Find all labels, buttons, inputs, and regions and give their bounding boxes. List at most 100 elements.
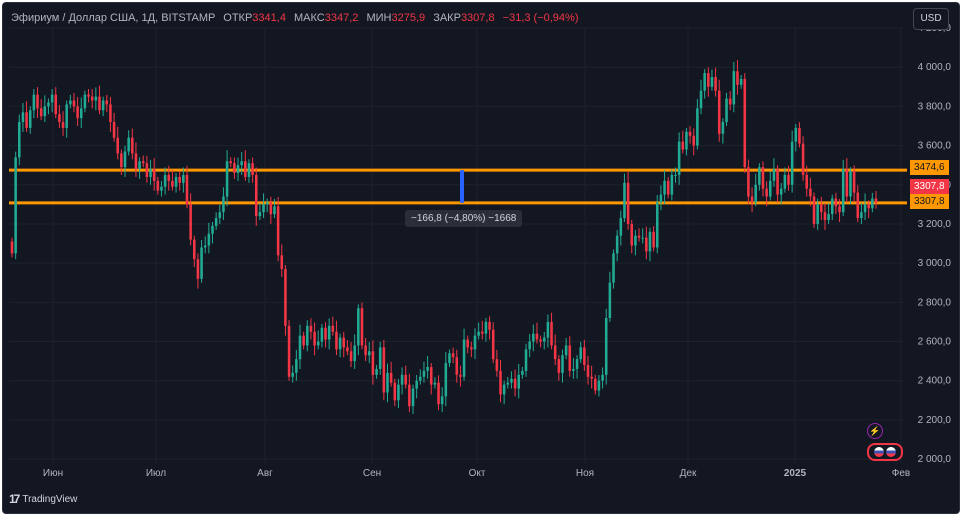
candle-body <box>564 345 568 356</box>
candle-body <box>389 372 393 383</box>
candle-body <box>50 94 54 103</box>
candle-body <box>619 218 623 236</box>
candle-body <box>743 78 747 168</box>
candle-body <box>65 104 68 128</box>
candle-body <box>120 153 123 168</box>
candle-body <box>131 137 134 154</box>
candle-body <box>783 174 787 189</box>
candle-body <box>510 378 513 383</box>
candle-body <box>707 73 710 87</box>
candle-body <box>801 143 805 175</box>
tradingview-logo[interactable]: 17 TradingView <box>9 492 77 506</box>
tv-logo-icon: 17 <box>9 492 20 506</box>
candle-body <box>14 157 17 254</box>
candle-body <box>295 359 298 373</box>
candle-body <box>94 96 98 101</box>
x-axis-label: Окт <box>469 468 486 479</box>
candle-body <box>54 94 58 115</box>
candle-body <box>572 368 575 371</box>
candle-body <box>189 204 192 240</box>
candle-body <box>747 167 750 197</box>
candle-body <box>732 71 736 105</box>
candle-body <box>83 94 87 109</box>
candle-body <box>845 169 849 197</box>
candle-body <box>466 339 469 348</box>
candle-body <box>615 235 619 254</box>
candle-body <box>371 351 375 375</box>
candle-body <box>542 337 546 342</box>
x-axis-label: 2025 <box>784 468 807 479</box>
candle-body <box>211 225 214 234</box>
candle-body <box>327 325 331 340</box>
candle-body <box>105 100 109 105</box>
candle-body <box>688 131 692 136</box>
upper-level-badge: 3474,6 <box>910 160 949 175</box>
candle-body <box>287 325 291 377</box>
y-tick-label: 2 000,0 <box>918 454 952 465</box>
candle-body <box>247 163 251 177</box>
candle-body <box>152 169 156 181</box>
y-tick-label: 3 000,0 <box>918 258 952 269</box>
candle-body <box>313 331 316 346</box>
candle-body <box>502 384 506 395</box>
candle-body <box>623 182 626 219</box>
y-tick-label: 2 800,0 <box>918 297 952 308</box>
candle-body <box>597 380 601 391</box>
candle-body <box>149 169 152 177</box>
candle-body <box>174 176 178 187</box>
candle-body <box>805 174 809 189</box>
candle-body <box>823 212 827 221</box>
candle-body <box>703 73 706 91</box>
lightning-icon[interactable]: ⚡ <box>867 423 883 439</box>
candle-body <box>61 122 65 128</box>
candle-body <box>772 169 776 181</box>
candle-body <box>214 218 218 226</box>
candle-body <box>448 353 451 364</box>
y-tick-label: 2 200,0 <box>918 415 952 426</box>
candle-body <box>193 239 196 260</box>
candle-body <box>820 204 823 213</box>
candle-body <box>156 180 160 191</box>
candle-body <box>863 204 867 213</box>
candle-body <box>360 308 364 346</box>
candle-body <box>338 337 342 350</box>
candle-body <box>203 245 207 248</box>
x-axis-label: Ноя <box>576 468 594 479</box>
candle-body <box>112 122 116 138</box>
candle-body <box>39 108 43 117</box>
symbol-title[interactable]: Эфириум / Доллар США, 1Д, BITSTAMP <box>11 12 216 24</box>
candle-body <box>218 212 222 219</box>
x-axis-label: Дек <box>680 468 697 479</box>
candle-body <box>459 374 462 377</box>
candle-body <box>167 174 171 181</box>
close-value: 3307,8 <box>460 12 495 24</box>
candle-body <box>69 100 72 105</box>
candle-body <box>612 253 615 283</box>
candle-body <box>225 161 229 197</box>
events-icon[interactable] <box>867 443 903 461</box>
candle-body <box>429 366 433 385</box>
candle-body <box>838 206 841 213</box>
candle-body <box>736 71 739 85</box>
candle-body <box>575 359 579 369</box>
candle-body <box>470 347 473 350</box>
candle-body <box>521 370 524 375</box>
candle-body <box>546 321 550 338</box>
candle-body <box>116 137 119 154</box>
candle-body <box>860 212 863 219</box>
candle-body <box>101 100 105 111</box>
candle-body <box>244 161 247 177</box>
candle-body <box>696 108 699 146</box>
candle-body <box>236 165 240 173</box>
candle-body <box>841 169 845 213</box>
candle-body <box>433 382 437 385</box>
candle-body <box>163 174 167 187</box>
y-tick-label: 2 400,0 <box>918 376 952 387</box>
price-chart[interactable]: 4 200,04 000,03 800,03 600,03 400,03 200… <box>3 3 959 513</box>
currency-button[interactable]: USD <box>913 8 949 30</box>
candle-body <box>484 321 488 334</box>
candle-body <box>258 212 262 217</box>
candle-body <box>594 378 597 391</box>
candle-body <box>699 90 703 109</box>
candle-body <box>488 321 491 330</box>
